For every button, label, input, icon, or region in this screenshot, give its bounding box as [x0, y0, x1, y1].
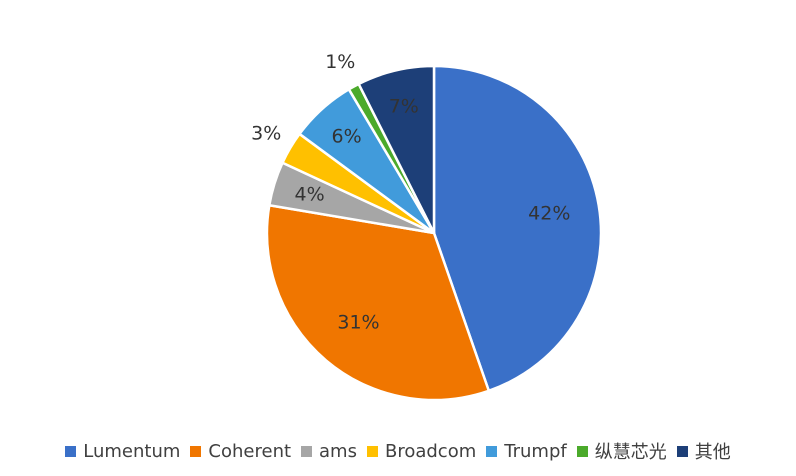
- legend-swatch: [301, 445, 313, 457]
- legend-swatch: [576, 445, 588, 457]
- data-label-coherent: 31%: [337, 311, 379, 333]
- data-label-lumentum: 42%: [528, 203, 570, 225]
- legend-item: Lumentum: [65, 441, 180, 462]
- legend-item: ams: [301, 441, 357, 462]
- legend-label: Trumpf: [504, 440, 567, 462]
- legend-label: Broadcom: [384, 440, 477, 462]
- legend-swatch: [676, 445, 688, 457]
- legend-item: 其他: [676, 438, 731, 464]
- legend-swatch: [65, 445, 77, 457]
- legend-item: Trumpf: [486, 440, 567, 462]
- legend: Lumentum Coherent ams Broadcom Trumpf 纵慧芯光 其他: [0, 438, 796, 464]
- data-label-trumpf: 6%: [332, 125, 362, 147]
- legend-label: 纵慧芯光: [594, 442, 667, 463]
- legend-label: Coherent: [208, 440, 292, 462]
- legend-swatch: [366, 445, 378, 457]
- data-label-broadcom: 3%: [251, 123, 281, 145]
- pie-slice-lumentum: [432, 64, 603, 393]
- legend-item: Coherent: [190, 441, 291, 462]
- pie-slice-其他: [357, 64, 436, 235]
- data-label-纵慧芯光: 1%: [325, 51, 355, 73]
- legend-item: 纵慧芯光: [576, 438, 667, 464]
- pie-slice-coherent: [265, 203, 491, 402]
- legend-label: Lumentum: [83, 440, 181, 462]
- data-label-其他: 7%: [389, 95, 419, 117]
- legend-label: ams: [319, 440, 357, 462]
- legend-item: Broadcom: [366, 440, 477, 462]
- legend-swatch: [190, 445, 202, 457]
- data-label-ams: 4%: [295, 183, 325, 205]
- legend-label: 其他: [694, 442, 731, 463]
- legend-swatch: [486, 445, 498, 457]
